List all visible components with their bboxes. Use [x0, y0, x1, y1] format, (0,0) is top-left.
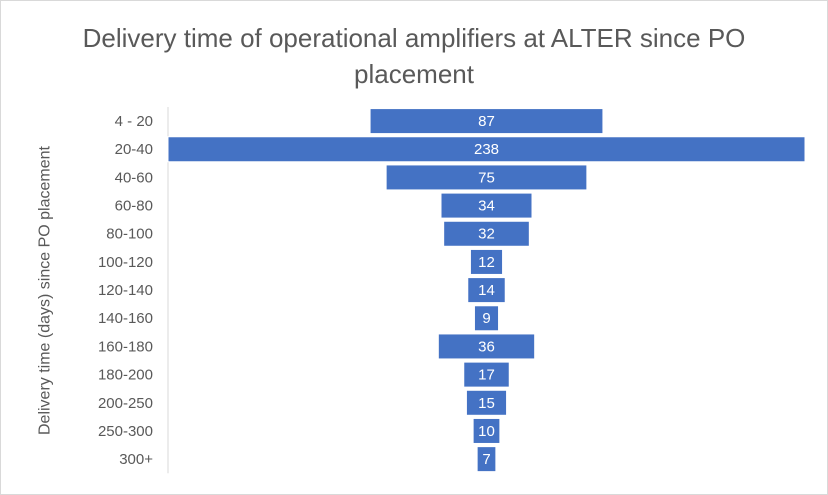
y-tick-label: 300+ — [119, 451, 153, 468]
data-label: 238 — [474, 141, 499, 158]
bar — [463, 361, 510, 388]
y-tick-label: 200-250 — [98, 395, 153, 412]
data-label: 32 — [478, 226, 495, 243]
y-tick-label: 140-160 — [98, 310, 153, 327]
bar — [443, 220, 530, 247]
data-label: 12 — [478, 254, 495, 271]
bar — [385, 164, 588, 191]
data-label: 17 — [478, 367, 495, 384]
bar — [440, 192, 533, 219]
y-tick-label: 80-100 — [106, 226, 153, 243]
bar — [437, 333, 536, 360]
data-label: 7 — [482, 451, 490, 468]
y-tick-label: 20-40 — [115, 141, 153, 158]
bar — [469, 248, 504, 275]
y-tick-label: 100-120 — [98, 254, 153, 271]
y-tick-label: 60-80 — [115, 198, 153, 215]
bar — [467, 277, 506, 304]
bar — [465, 389, 508, 416]
y-tick-label: 180-200 — [98, 367, 153, 384]
data-label: 75 — [478, 169, 495, 186]
data-label: 10 — [478, 423, 495, 440]
y-tick-label: 120-140 — [98, 282, 153, 299]
y-tick-label: 160-180 — [98, 338, 153, 355]
bar — [476, 446, 497, 473]
data-label: 9 — [482, 310, 490, 327]
y-tick-label: 40-60 — [115, 169, 153, 186]
bar — [369, 108, 604, 135]
bar — [472, 417, 501, 444]
bar — [167, 136, 806, 163]
data-label: 36 — [478, 338, 495, 355]
data-label: 87 — [478, 113, 495, 130]
data-label: 15 — [478, 395, 495, 412]
y-tick-label: 4 - 20 — [115, 113, 153, 130]
data-label: 14 — [478, 282, 495, 299]
y-tick-label: 250-300 — [98, 423, 153, 440]
chart-title: Delivery time of operational amplifiers … — [82, 23, 746, 89]
bar — [473, 305, 500, 332]
data-label: 34 — [478, 198, 495, 215]
